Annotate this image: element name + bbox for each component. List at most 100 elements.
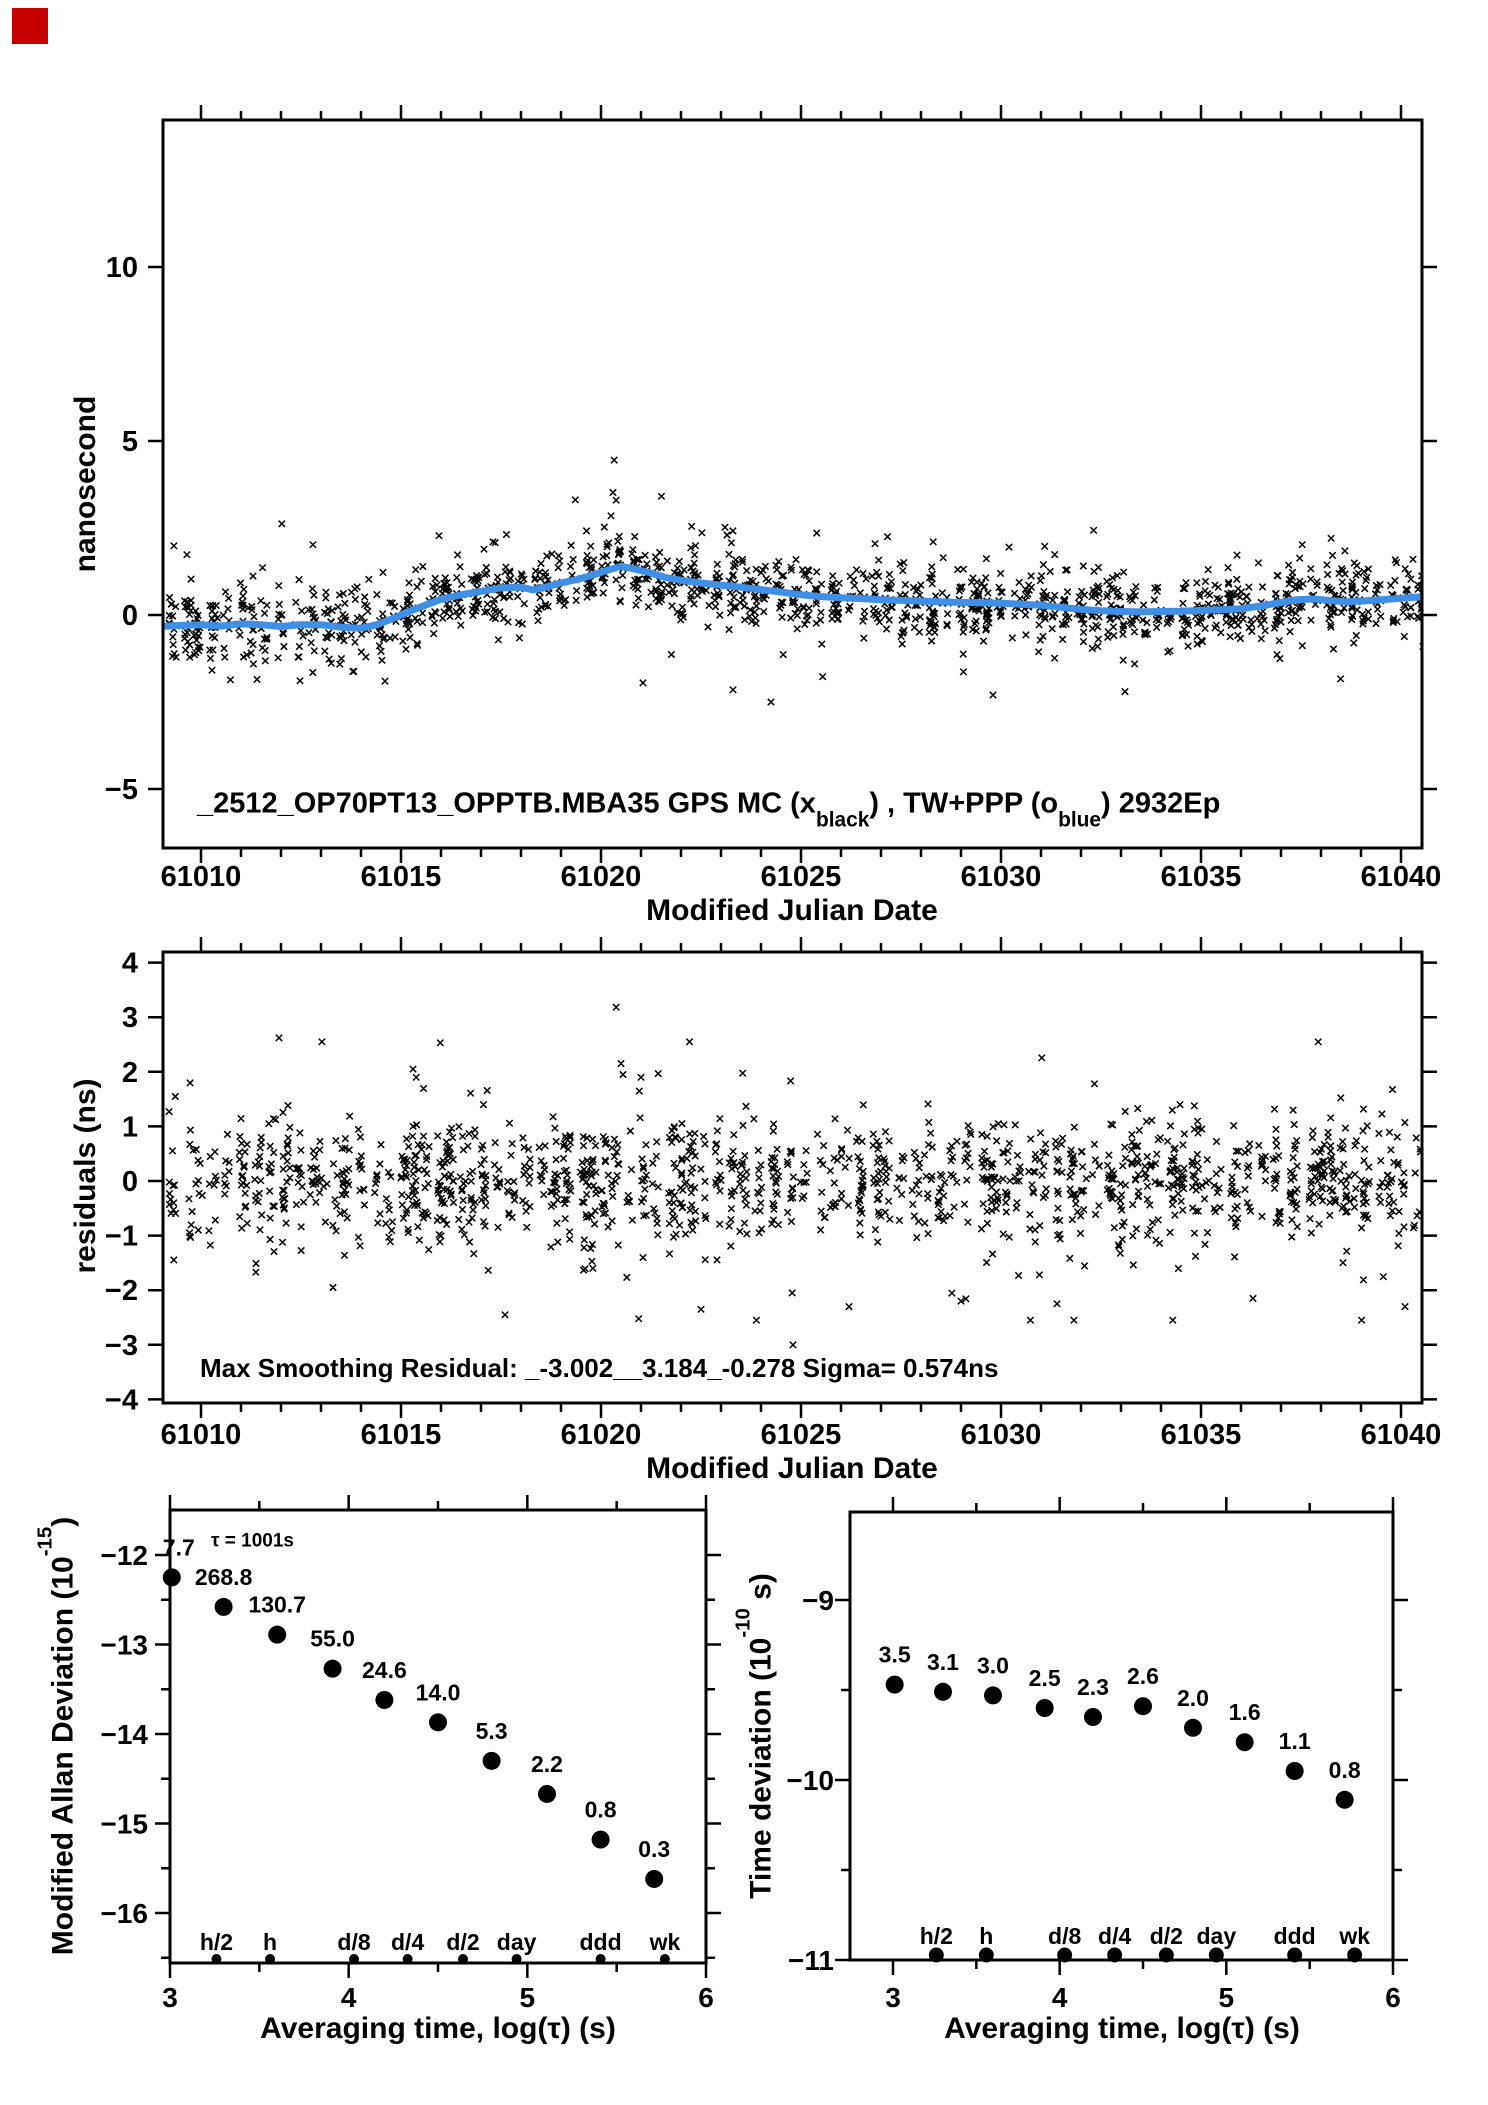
madev-value-label: 2.2	[531, 1751, 563, 1777]
interval-marker-label: wk	[649, 1929, 681, 1955]
mjd-tick-label: 61040	[1361, 861, 1442, 893]
tdev-value-label: 3.5	[879, 1642, 911, 1668]
dev-tick-label: −16	[101, 1898, 149, 1929]
tdev-value-label: 2.0	[1177, 1685, 1209, 1711]
interval-marker-dot	[511, 1954, 522, 1964]
log-tau-tick-label: 4	[1052, 1982, 1068, 2013]
interval-marker-label: h	[263, 1929, 277, 1955]
residual-tick-label: −1	[105, 1221, 138, 1253]
superscript: -15	[34, 1526, 57, 1557]
tdev-point	[1335, 1790, 1354, 1809]
tdev-value-label: 0.8	[1329, 1757, 1361, 1783]
interval-marker-label: day	[497, 1929, 537, 1955]
top-panel-frame	[161, 118, 1424, 850]
dev-tick-label: −14	[101, 1719, 149, 1750]
top-panel-yaxis-title: nanosecond	[69, 395, 102, 573]
tdev-value-label: 2.3	[1077, 1674, 1109, 1700]
madev-point	[482, 1751, 501, 1770]
gps-scatter-points	[165, 456, 1421, 706]
madev-value-label: 0.8	[585, 1797, 617, 1823]
axis-ticks	[155, 1495, 721, 1978]
dev-tick-label: −12	[101, 1540, 149, 1571]
residual-tick-label: 0	[122, 1166, 138, 1198]
dev-tick-label: −13	[101, 1630, 149, 1661]
interval-marker-dot	[1107, 1947, 1123, 1963]
mjd-tick-label: 61025	[761, 861, 842, 893]
subscript: blue	[1058, 808, 1102, 832]
interval-marker-dot	[458, 1954, 469, 1964]
tdev-point	[1084, 1708, 1103, 1726]
log-tau-tick-label: 6	[698, 1982, 714, 2013]
tdev-value-label: 2.5	[1029, 1665, 1061, 1691]
residuals-annotation: Max Smoothing Residual: _-3.002__3.184_-…	[200, 1353, 999, 1383]
log-tau-tick-label: 5	[1219, 1982, 1235, 2013]
tdev-value-label: 3.0	[977, 1652, 1009, 1678]
madev-value-label: 5.3	[476, 1718, 508, 1744]
tdev-point	[934, 1682, 953, 1701]
residual-tick-label: −4	[105, 1384, 138, 1416]
tdev-xaxis-title: Averaging time, log(τ) (s)	[944, 2012, 1300, 2045]
interval-marker-dot	[1287, 1947, 1303, 1963]
top-panel-xaxis-title: Modified Julian Date	[646, 894, 938, 927]
mjd-tick-label: 61015	[361, 861, 442, 893]
residual-tick-label: −3	[105, 1330, 138, 1362]
subscript: black	[815, 808, 870, 832]
dev-tick-label: −11	[788, 1945, 834, 1976]
interval-marker-dot	[1057, 1947, 1073, 1963]
madev-point	[429, 1713, 448, 1732]
interval-marker-dot	[659, 1954, 670, 1964]
madev-xaxis-title: Averaging time, log(τ) (s)	[260, 2012, 616, 2045]
tdev-point	[1134, 1697, 1153, 1716]
interval-marker-dot	[928, 1947, 944, 1963]
madev-value-label: 55.0	[310, 1626, 355, 1652]
mjd-tick-label: 61010	[161, 861, 242, 893]
tdev-yaxis-title: Time deviation (10-10 s)	[732, 1573, 778, 1899]
red-corner-marker	[12, 8, 48, 44]
residual-tick-label: 1	[122, 1111, 138, 1143]
twppp-smoothed-line	[164, 562, 1421, 632]
interval-marker-label: h/2	[920, 1923, 953, 1949]
madev-value-label: 24.6	[362, 1657, 407, 1683]
madev-yaxis-title: Modified Allan Deviation (10-15)	[34, 1516, 80, 1956]
mjd-tick-label: 61035	[1161, 1419, 1242, 1451]
interval-marker-label: day	[1197, 1923, 1237, 1949]
interval-marker-dot	[978, 1947, 994, 1963]
mjd-tick-label: 61030	[961, 861, 1042, 893]
residuals-xaxis-title: Modified Julian Date	[646, 1452, 938, 1485]
madev-value-label: 130.7	[248, 1592, 306, 1618]
madev-point	[591, 1830, 610, 1849]
interval-marker-label: d/8	[1048, 1923, 1081, 1949]
axis-ticks	[148, 937, 1437, 1418]
residual-tick-label: −2	[105, 1275, 138, 1307]
madev-value-label: 0.3	[638, 1836, 670, 1862]
log-tau-tick-label: 6	[1385, 1982, 1401, 2013]
tdev-panel-frame	[848, 1510, 1395, 1962]
tdev-point	[1184, 1718, 1203, 1737]
residual-tick-label: 3	[122, 1002, 138, 1034]
mjd-tick-label: 61025	[761, 1419, 842, 1451]
log-tau-tick-label: 4	[341, 1982, 357, 2013]
mjd-tick-label: 61030	[961, 1419, 1042, 1451]
tdev-point	[984, 1686, 1003, 1705]
madev-point	[375, 1690, 394, 1709]
interval-marker-dot	[1158, 1947, 1174, 1963]
tdev-value-label: 1.6	[1229, 1699, 1261, 1725]
mjd-tick-label: 61035	[1161, 861, 1242, 893]
madev-point	[268, 1625, 287, 1644]
madev-point	[162, 1568, 181, 1587]
tdev-value-label: 1.1	[1279, 1728, 1311, 1754]
madev-point	[537, 1784, 556, 1803]
madev-point	[323, 1659, 342, 1678]
interval-marker-dot	[211, 1954, 222, 1964]
mjd-tick-label: 61015	[361, 1419, 442, 1451]
madev-value-label: 268.8	[195, 1564, 253, 1590]
ns-tick-label: 5	[122, 426, 138, 458]
interval-marker-label: ddd	[1274, 1923, 1316, 1949]
residuals-scatter-points	[165, 1003, 1421, 1349]
top-panel-title: _2512_OP70PT13_OPPTB.MBA35 GPS MC (xblac…	[197, 787, 1221, 832]
interval-marker-dot	[1208, 1947, 1224, 1963]
tdev-point	[1285, 1762, 1304, 1780]
madev-point	[645, 1869, 664, 1888]
